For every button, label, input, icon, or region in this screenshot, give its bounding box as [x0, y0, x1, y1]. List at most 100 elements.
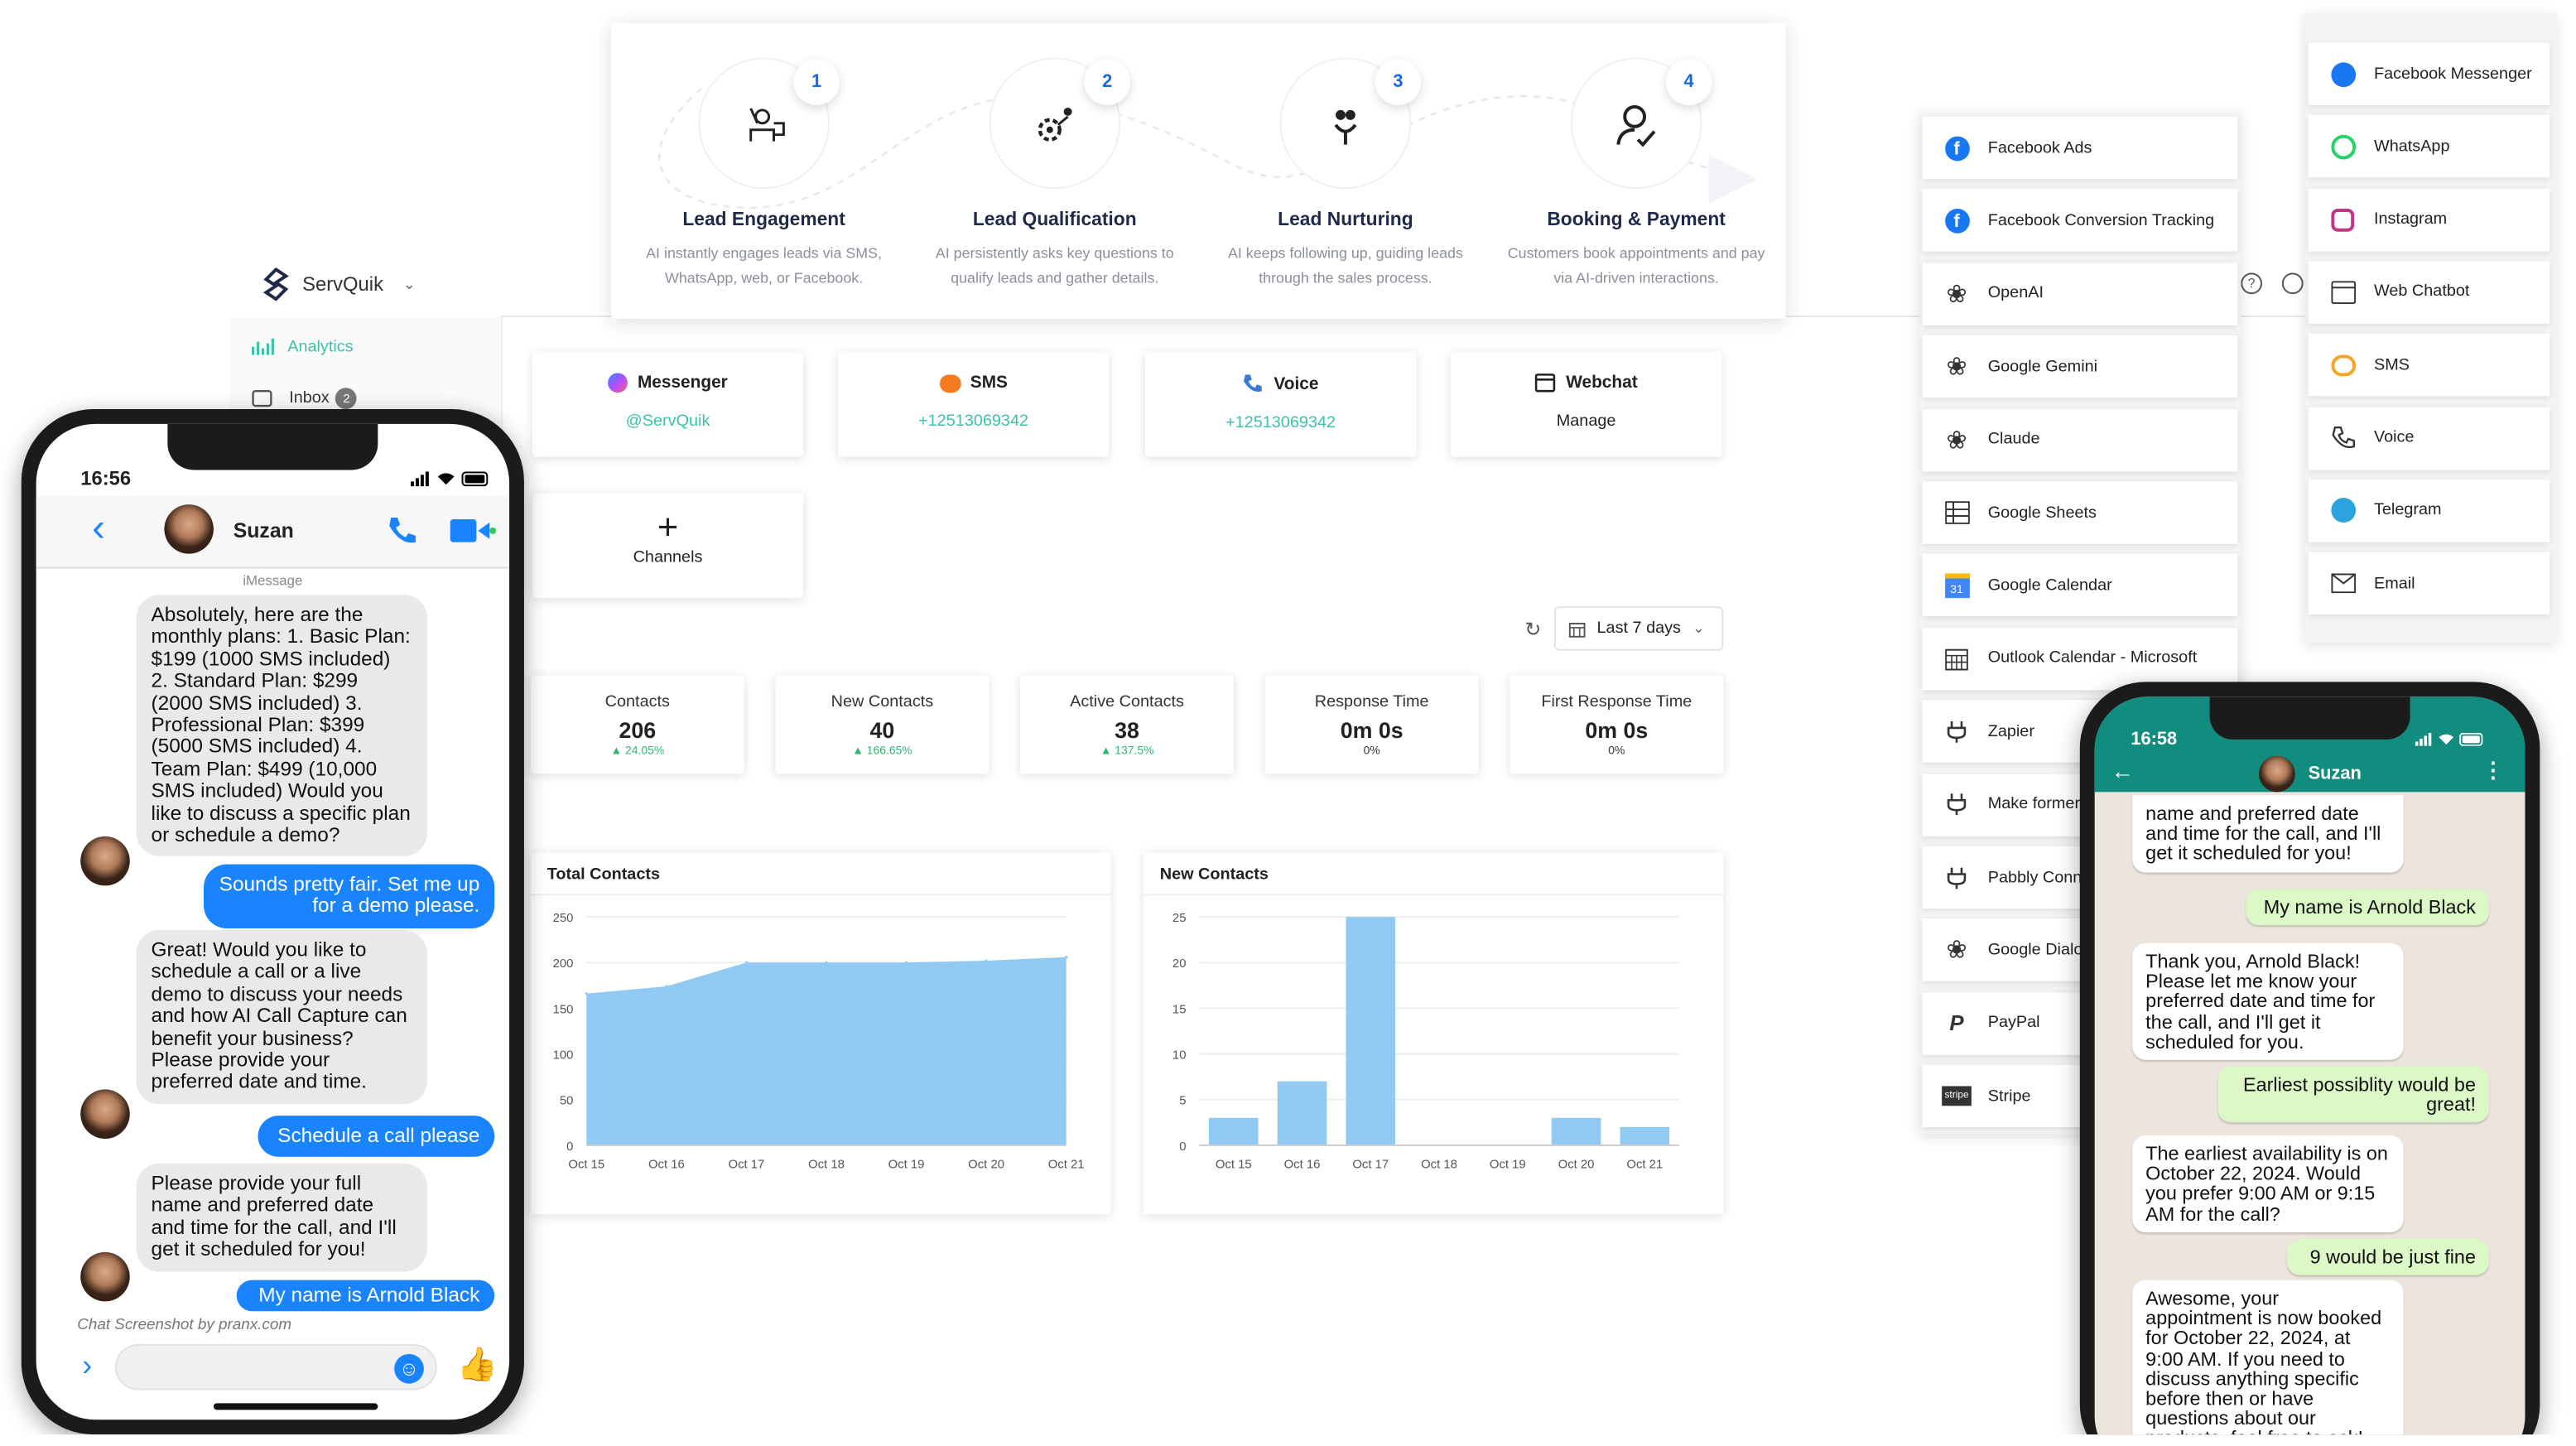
integration-item[interactable]: Outlook Calendar - Microsoft	[1922, 627, 2238, 690]
ai-icon: ❀	[1946, 427, 1967, 455]
integration-name: Pabbly Conn	[1987, 868, 2082, 887]
bar	[1346, 917, 1396, 1145]
more-options-icon[interactable]: ⋮	[2482, 757, 2504, 783]
google-calendar-icon: 31	[1942, 571, 1972, 600]
thumbs-up-icon[interactable]: 👍	[456, 1347, 498, 1384]
integration-item[interactable]: Facebook Messenger	[2308, 42, 2550, 105]
message-bubble-received: name and preferred date and time for the…	[2132, 795, 2404, 872]
y-tick-label: 15	[1172, 1003, 1187, 1016]
data-point	[904, 961, 908, 964]
integration-name: Web Chatbot	[2373, 283, 2470, 301]
expand-chevron-icon[interactable]: ›	[82, 1348, 93, 1382]
integration-item[interactable]: Instagram	[2308, 188, 2550, 251]
kpi-card: Active Contacts 38 ▲ 137.5%	[1020, 675, 1235, 774]
sidebar-item-analytics[interactable]: Analytics	[251, 337, 354, 357]
message-bubble-received: Absolutely, here are the monthly plans: …	[136, 595, 427, 857]
channel-name: Voice	[1274, 374, 1319, 394]
data-point	[665, 985, 668, 988]
integration-item[interactable]: Web Chatbot	[2308, 261, 2550, 324]
plug-icon	[1942, 790, 1972, 820]
message-input[interactable]	[114, 1343, 437, 1391]
channel-card-sms[interactable]: SMS +12513069342	[837, 351, 1110, 457]
integration-name: Instagram	[2373, 210, 2448, 229]
step-title: Booking & Payment	[1547, 210, 1726, 230]
channel-card-messenger[interactable]: Messenger @ServQuik	[532, 351, 804, 457]
integration-name: Email	[2373, 574, 2415, 593]
back-chevron-icon[interactable]: ‹	[92, 506, 105, 551]
plus-icon: +	[657, 506, 679, 547]
y-tick-label: 150	[553, 1003, 574, 1016]
emoji-icon[interactable]: ☺	[394, 1353, 424, 1384]
integration-item[interactable]: SMS	[2308, 334, 2550, 397]
integration-item[interactable]: ❀ OpenAI	[1922, 263, 2238, 325]
refresh-icon[interactable]: ↻	[1524, 618, 1542, 641]
sidebar-item-label: Analytics	[287, 337, 354, 356]
sms-icon	[939, 374, 961, 393]
calendar-icon	[1942, 643, 1972, 673]
kpi-label: Response Time	[1314, 693, 1429, 712]
inbox-icon	[252, 390, 272, 407]
kpi-label: Active Contacts	[1070, 693, 1184, 712]
integration-item[interactable]: f Facebook Conversion Tracking	[1922, 189, 2238, 253]
integration-item[interactable]: f Facebook Ads	[1922, 116, 2238, 180]
integration-name: Facebook Ads	[1987, 138, 2092, 157]
kpi-value: 38	[1115, 718, 1139, 743]
x-tick-label: Oct 17	[729, 1159, 765, 1172]
help-icon[interactable]: ?	[2241, 272, 2263, 295]
contact-avatar	[2259, 755, 2295, 793]
integration-item[interactable]: ❀ Claude	[1922, 408, 2238, 471]
facebook-icon: f	[1942, 133, 1972, 163]
chart-title: New Contacts	[1159, 865, 1269, 884]
add-channel-button[interactable]: + Channels	[532, 493, 804, 599]
y-tick-label: 50	[560, 1095, 574, 1108]
integration-item[interactable]: ❀ Google Gemini	[1922, 335, 2238, 398]
account-icon[interactable]	[2281, 272, 2304, 295]
y-tick-label: 0	[566, 1140, 573, 1154]
data-point	[585, 992, 588, 995]
stripe-icon: stripe	[1941, 1082, 1972, 1111]
data-point	[744, 961, 749, 964]
integration-name: Google Sheets	[1987, 504, 2097, 522]
brand[interactable]: ServQuik ⌄	[262, 268, 416, 301]
integration-item[interactable]: 31 Google Calendar	[1922, 554, 2238, 617]
webchat-icon	[1535, 374, 1556, 393]
date-range-label: Last 7 days	[1596, 619, 1682, 638]
date-range-select[interactable]: Last 7 days ⌄	[1553, 606, 1724, 651]
channel-card-webchat[interactable]: Webchat Manage	[1450, 351, 1722, 457]
step-title: Lead Engagement	[682, 210, 845, 230]
back-arrow-icon[interactable]: ←	[2111, 757, 2135, 784]
contact-avatar	[80, 1089, 130, 1139]
message-bubble-sent: My name is Arnold Black	[236, 1280, 495, 1313]
sales-flow-panel: 1 Lead Engagement AI instantly engages l…	[611, 22, 1786, 319]
channel-manage-link[interactable]: Manage	[1556, 412, 1616, 431]
integrations-list: f Facebook Ads f Facebook Conversion Tracki…	[1919, 111, 2241, 1135]
chat-header	[36, 496, 510, 569]
paypal-icon: P	[1949, 1010, 1964, 1036]
inbox-count-badge: 2	[335, 388, 358, 410]
video-call-icon[interactable]	[450, 518, 497, 542]
call-icon[interactable]	[386, 514, 419, 547]
step-number: 3	[1375, 59, 1422, 105]
integration-item[interactable]: Voice	[2308, 407, 2550, 470]
integration-item[interactable]: WhatsApp	[2308, 115, 2550, 178]
message-bubble-sent: Schedule a call please	[258, 1116, 495, 1158]
integration-name: Make formerl	[1987, 795, 2084, 814]
step-description: Customers book appointments and pay via …	[1507, 244, 1765, 287]
integration-item[interactable]: Google Sheets	[1922, 481, 2238, 544]
plug-icon	[1942, 716, 1972, 746]
channel-card-voice[interactable]: Voice +12513069342	[1144, 351, 1417, 457]
iphone-whatsapp: 16:58 ← Suzan ⋮ name and preferred date …	[2079, 682, 2540, 1435]
message-bubble-sent: Earliest possiblity would be great!	[2217, 1066, 2489, 1123]
phone-icon	[1244, 374, 1263, 392]
sidebar-item-inbox[interactable]: Inbox 2	[252, 388, 358, 410]
integration-item[interactable]: Telegram	[2308, 479, 2550, 542]
integration-name: Voice	[2373, 428, 2415, 447]
step-number: 2	[1084, 59, 1131, 105]
message-bubble-received: Please provide your full name and prefer…	[136, 1163, 427, 1271]
home-indicator	[213, 1403, 378, 1410]
messenger-icon	[608, 373, 628, 393]
integration-item[interactable]: Email	[2308, 552, 2550, 615]
y-tick-label: 25	[1172, 912, 1187, 925]
kpi-card: New Contacts 40 ▲ 166.65%	[775, 675, 989, 774]
contact-avatar	[80, 1251, 130, 1302]
